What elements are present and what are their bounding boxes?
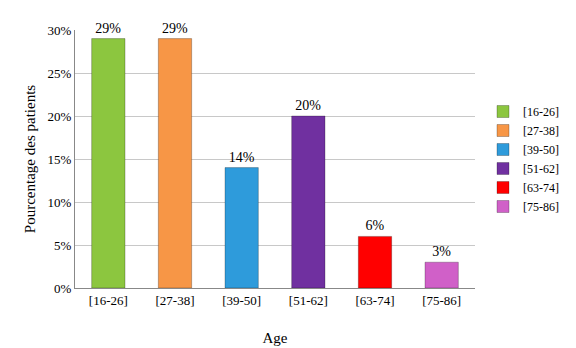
svg-text:Pourcentage des patients: Pourcentage des patients bbox=[22, 85, 38, 233]
svg-text:[27-38]: [27-38] bbox=[523, 124, 559, 138]
svg-text:[27-38]: [27-38] bbox=[156, 293, 195, 308]
svg-text:15%: 15% bbox=[48, 152, 72, 167]
svg-text:[39-50]: [39-50] bbox=[222, 293, 261, 308]
svg-text:25%: 25% bbox=[48, 66, 72, 81]
svg-text:20%: 20% bbox=[48, 109, 72, 124]
svg-text:[63-74]: [63-74] bbox=[523, 181, 559, 195]
svg-text:5%: 5% bbox=[54, 238, 72, 253]
svg-text:[16-26]: [16-26] bbox=[523, 105, 559, 119]
svg-text:29%: 29% bbox=[95, 21, 121, 36]
svg-text:[51-62]: [51-62] bbox=[523, 162, 559, 176]
svg-text:[16-26]: [16-26] bbox=[89, 293, 128, 308]
svg-text:[63-74]: [63-74] bbox=[356, 293, 395, 308]
svg-text:[75-86]: [75-86] bbox=[422, 293, 461, 308]
svg-text:30%: 30% bbox=[48, 23, 72, 38]
svg-text:6%: 6% bbox=[366, 218, 385, 233]
svg-text:[39-50]: [39-50] bbox=[523, 143, 559, 157]
svg-text:20%: 20% bbox=[295, 98, 321, 113]
svg-text:29%: 29% bbox=[162, 21, 188, 36]
svg-text:0%: 0% bbox=[54, 281, 72, 296]
svg-text:[51-62]: [51-62] bbox=[289, 293, 328, 308]
svg-text:14%: 14% bbox=[229, 150, 255, 165]
svg-text:Age: Age bbox=[263, 330, 288, 346]
svg-text:[75-86]: [75-86] bbox=[523, 200, 559, 214]
svg-text:3%: 3% bbox=[432, 244, 451, 259]
svg-text:10%: 10% bbox=[48, 195, 72, 210]
